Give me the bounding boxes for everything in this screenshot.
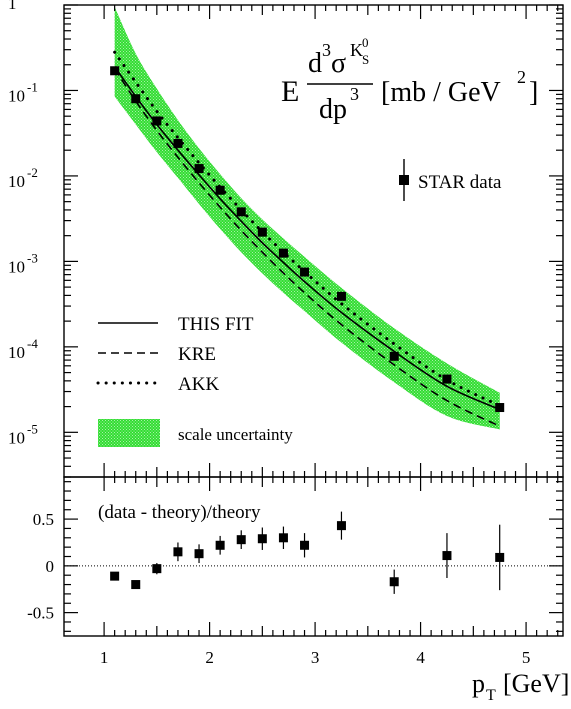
residual-y-tick-label: 0.5: [33, 510, 54, 529]
y-tick-label-exp: -2: [27, 165, 38, 180]
residual-point: [110, 571, 120, 581]
xlabel-t: T: [486, 687, 496, 704]
residual-y-tick-label: 0: [46, 557, 55, 576]
y-tick-label: 10: [8, 343, 25, 362]
y-tick-label: 10: [8, 172, 25, 191]
data-point: [336, 291, 346, 301]
curve-this-fit: [113, 66, 501, 411]
x-tick-label: 5: [522, 648, 531, 667]
x-tick-label: 2: [205, 648, 214, 667]
ylabel-num-exp: 3: [322, 40, 331, 60]
legend-data-marker: [399, 175, 409, 185]
data-point: [194, 164, 204, 174]
x-tick-label: 3: [311, 648, 320, 667]
legend-label-band: scale uncertainty: [178, 425, 293, 444]
data-point: [131, 94, 141, 104]
residual-point: [194, 549, 204, 559]
data-point: [257, 227, 267, 237]
ylabel-unit: [mb / GeV: [381, 77, 501, 108]
y-tick-label-exp: -4: [27, 336, 38, 351]
data-point: [215, 185, 225, 195]
ylabel-k-sub: S: [362, 52, 369, 67]
residual-point: [336, 521, 346, 531]
data-point: [278, 248, 288, 258]
residual-point: [173, 547, 183, 557]
residual-point: [152, 564, 162, 574]
data-point: [173, 138, 183, 148]
data-point: [495, 403, 505, 413]
ylabel-formula: E: [281, 75, 299, 108]
legend-label-kre: KRE: [178, 344, 216, 365]
residual-point: [278, 533, 288, 543]
residual-y-tick-label: -0.5: [27, 604, 54, 623]
residual-point: [257, 534, 267, 544]
residual-title: (data - theory)/theory: [98, 502, 261, 523]
legend-label-akk: AKK: [178, 374, 219, 395]
legend-label-this-fit: THIS FIT: [178, 314, 254, 335]
curve-kre: [113, 68, 501, 427]
ylabel-k-sup: 0: [362, 35, 369, 50]
data-point: [300, 267, 310, 277]
xlabel-unit: [GeV]: [503, 669, 569, 698]
y-tick-label: 10: [8, 257, 25, 276]
residual-point: [389, 577, 399, 587]
top-panel: 110-110-210-310-410-5: [8, 0, 564, 478]
y-tick-label-exp: -3: [27, 250, 38, 265]
y-tick-label-exp: -5: [27, 421, 38, 436]
y-tick-label: 1: [8, 0, 17, 13]
x-tick-label: 1: [100, 648, 109, 667]
curve-akk: [113, 50, 502, 408]
x-tick-label: 4: [416, 648, 425, 667]
residual-point: [236, 535, 246, 545]
legend-label-data: STAR data: [418, 172, 502, 193]
y-tick-label: 10: [8, 428, 25, 447]
data-point: [389, 351, 399, 361]
legend-band-swatch: [98, 419, 160, 447]
data-point: [236, 207, 246, 217]
y-tick-label: 10: [8, 86, 25, 105]
residual-point: [442, 551, 452, 561]
ylabel-den-exp: 3: [350, 84, 359, 104]
data-point: [442, 374, 452, 384]
ylabel-numerator: d: [308, 48, 322, 79]
residual-point: [300, 540, 310, 550]
xlabel-p: p: [472, 669, 485, 698]
residual-point: [495, 552, 505, 562]
bottom-frame: [63, 476, 564, 637]
ylabel-denominator: dp: [319, 94, 347, 125]
bottom-panel: 0.5 0 -0.5 1 2 3 4 5: [27, 476, 564, 667]
ylabel-unit-close: ]: [529, 77, 538, 108]
ylabel-k: K: [350, 40, 363, 60]
residual-point: [131, 580, 141, 590]
ylabel-sigma: σ: [331, 48, 346, 79]
data-point: [152, 116, 162, 126]
y-tick-label-exp: -1: [27, 79, 38, 94]
data-point: [110, 66, 120, 76]
ylabel-unit-exp: 2: [517, 67, 526, 87]
residual-point: [215, 540, 225, 550]
